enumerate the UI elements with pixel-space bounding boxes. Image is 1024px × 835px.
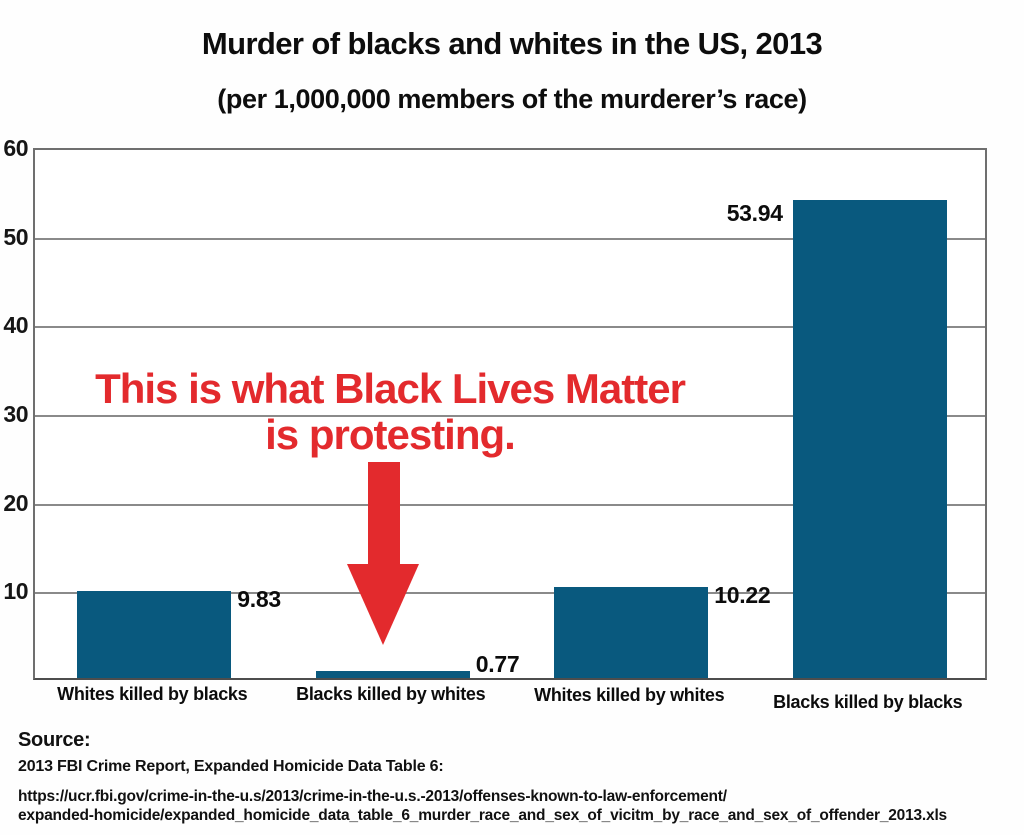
bar-value-label: 9.83 [237,585,281,612]
source-heading: Source: [18,729,91,751]
gridline [35,326,985,329]
category-label: Blacks killed by blacks [773,692,963,712]
y-tick-label: 30 [3,401,28,427]
chart-title: Murder of blacks and whites in the US, 2… [201,26,823,61]
category-label: Whites killed by blacks [57,684,248,704]
plot-area [33,148,987,680]
source-block: Source: 2013 FBI Crime Report, Expanded … [18,729,1008,825]
source-url-line-2: expanded-homicide/expanded_homicide_data… [18,807,947,824]
bar-4 [792,199,947,678]
bar-2 [315,671,470,678]
bar-3 [554,587,709,678]
down-arrow-svg [347,462,419,645]
category-label: Whites killed by whites [534,685,725,705]
annotation-text: This is what Black Lives Matter is prote… [35,366,745,458]
gridline [35,503,985,506]
annotation-line-2: is protesting. [265,411,516,458]
gridline [35,592,985,595]
source-url-line-1: https://ucr.fbi.gov/crime-in-the-u.s/201… [18,788,727,805]
source-reference: 2013 FBI Crime Report, Expanded Homicide… [18,758,444,775]
y-tick-label: 60 [3,135,28,161]
chart-subtitle: (per 1,000,000 members of the murderer’s… [217,84,807,114]
gridline [35,415,985,417]
annotation-line-1: This is what Black Lives Matter [95,365,686,412]
bar-value-label: 10.22 [714,582,771,609]
bar-value-label: 0.77 [475,651,520,678]
bar-1 [77,590,232,678]
gridline [35,237,985,240]
bar-value-label: 53.94 [726,199,783,226]
y-tick-label: 10 [3,578,28,605]
y-tick-label: 20 [3,489,28,516]
category-label: Blacks killed by whites [296,684,486,704]
down-arrow-icon [345,462,421,651]
y-tick-label: 50 [3,223,28,250]
y-tick-label: 40 [3,312,28,339]
